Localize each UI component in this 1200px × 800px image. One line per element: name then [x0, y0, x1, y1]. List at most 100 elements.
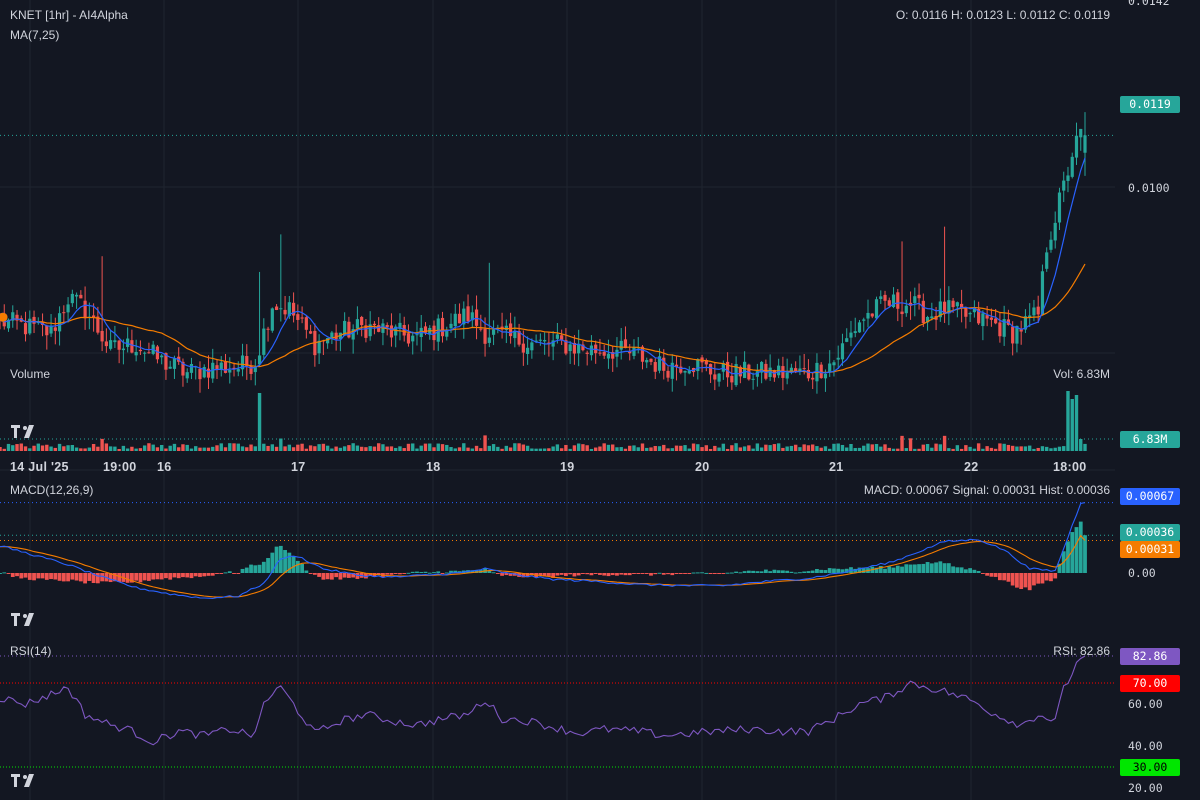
candle-body	[628, 350, 632, 354]
candle-body	[828, 363, 832, 373]
candle-body	[942, 301, 947, 315]
volume-bar	[1066, 391, 1070, 451]
volume-bar	[640, 443, 645, 451]
candle-body	[513, 330, 517, 339]
macd-histogram-bar	[878, 565, 883, 573]
candle-body	[1045, 252, 1049, 269]
candle-body	[1028, 315, 1032, 318]
time-axis-label: 18	[426, 460, 441, 474]
candle-body	[287, 302, 291, 316]
volume-bar	[700, 447, 704, 451]
candle-body	[917, 294, 921, 299]
volume-bar	[172, 443, 177, 451]
candle-body	[130, 340, 134, 353]
macd-histogram-bar	[423, 571, 428, 573]
macd-histogram-bar	[347, 573, 351, 578]
candle-body	[743, 361, 747, 379]
macd-histogram-bar	[678, 573, 683, 574]
macd-histogram-bar	[236, 573, 241, 574]
candle-body	[126, 338, 130, 347]
volume-bar	[768, 445, 772, 451]
candle-body	[891, 294, 896, 308]
volume-bar	[181, 444, 185, 451]
macd-histogram-bar	[49, 573, 53, 580]
volume-bar	[108, 446, 113, 451]
candle-body	[832, 362, 836, 366]
macd-histogram-bar	[125, 573, 130, 583]
volume-bar	[942, 435, 947, 451]
macd-histogram-bar	[206, 573, 211, 576]
candle-body	[985, 315, 989, 319]
volume-bar	[828, 448, 832, 451]
volume-bar	[453, 448, 457, 451]
volume-bar	[504, 445, 509, 451]
macd-histogram-bar	[929, 563, 934, 573]
candle-body	[389, 325, 394, 338]
volume-bar	[304, 448, 309, 451]
time-axis-label: 19:00	[103, 460, 137, 474]
volume-bar	[62, 446, 66, 451]
candle-body	[28, 318, 32, 334]
macd-histogram-bar	[653, 573, 658, 575]
candle-body	[364, 325, 368, 338]
macd-histogram-bar	[589, 573, 594, 576]
volume-bar	[670, 448, 674, 451]
oversold-tag: 30.00	[1120, 759, 1180, 776]
candle-body	[326, 337, 330, 344]
macd-histogram-bar	[1036, 573, 1041, 584]
candle-body	[368, 324, 372, 337]
volume-bar	[785, 446, 789, 451]
candle-body	[951, 300, 955, 308]
candle-body	[487, 337, 491, 343]
volume-bar	[925, 444, 930, 451]
macd-histogram-bar	[164, 573, 168, 579]
candle-body	[725, 361, 730, 378]
volume-bar	[398, 446, 402, 451]
volume-bar	[764, 444, 768, 451]
candle-body	[998, 322, 1002, 337]
volume-bar	[419, 445, 423, 451]
volume-bar	[1083, 443, 1087, 451]
volume-bar	[445, 444, 449, 451]
macd-histogram-bar	[734, 571, 738, 573]
candle-body	[811, 377, 815, 380]
volume-bar	[479, 448, 483, 451]
macd-histogram-bar	[521, 573, 526, 578]
volume-bar	[74, 447, 79, 451]
volume-bar	[793, 444, 798, 451]
candle-body	[215, 365, 219, 370]
macd-histogram-bar	[781, 570, 785, 573]
volume-bar	[219, 443, 223, 451]
candle-body	[70, 293, 74, 304]
volume-bar	[240, 446, 245, 451]
volume-bar	[645, 447, 649, 451]
candle-body	[83, 300, 87, 319]
macd-histogram-bar	[304, 570, 309, 573]
candle-body	[1062, 180, 1066, 191]
candle-body	[372, 323, 377, 326]
macd-histogram-bar	[155, 573, 160, 580]
volume-bar	[517, 443, 521, 451]
macd-histogram-bar	[1053, 573, 1058, 579]
macd-histogram-bar	[1023, 573, 1028, 588]
volume-bar	[819, 447, 823, 451]
candle-body	[977, 309, 981, 324]
candle-body	[189, 364, 194, 373]
volume-bar	[840, 444, 845, 451]
macd-histogram-bar	[593, 573, 598, 574]
macd-histogram-bar	[504, 573, 509, 576]
candle-body	[62, 312, 66, 314]
volume-bar	[657, 446, 662, 451]
macd-histogram-bar	[147, 573, 151, 581]
candle-body	[181, 361, 185, 376]
ma-indicator-label[interactable]: MA(7,25)	[10, 28, 60, 42]
macd-histogram-bar	[619, 573, 624, 575]
volume-bar	[823, 446, 828, 451]
candle-body	[870, 313, 874, 317]
macd-histogram-bar	[1027, 573, 1032, 591]
candle-body	[721, 363, 725, 372]
tradingview-logo-icon	[11, 613, 34, 626]
volume-bar	[317, 444, 321, 451]
volume-bar	[83, 448, 87, 451]
